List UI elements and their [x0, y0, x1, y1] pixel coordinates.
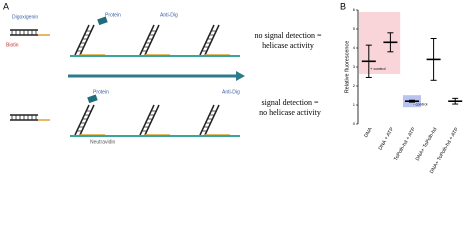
outcome: signal detection = [262, 98, 319, 107]
panel-a: A Digoxigenin Biotin Protein Protein Ant… [3, 1, 322, 145]
label: Digoxigenin [12, 14, 38, 20]
label: Protein [105, 12, 121, 18]
protein [97, 16, 108, 26]
label: Biotin [6, 42, 19, 48]
figure: A Digoxigenin Biotin Protein Protein Ant… [3, 1, 463, 175]
label: Neutravidin [90, 139, 116, 145]
outcome: helicase activity [262, 41, 314, 50]
x-tick-label: ToPolh-hd + ATP [393, 126, 417, 162]
y-tick-label: 3 [353, 64, 356, 69]
x-tick-label: DNA+ ToPolh-hd [415, 126, 439, 161]
panel-b: B + control - control 0 1 2 3 4 5 6 Relative fluo… [340, 1, 463, 175]
protein [87, 94, 98, 104]
dna-fork [74, 24, 106, 56]
dna-fork [74, 104, 106, 136]
y-tick-label: 5 [353, 26, 356, 31]
label: Protein [93, 89, 109, 95]
y-axis-label: Relative fluorescence [344, 41, 350, 94]
surface [70, 55, 240, 137]
panel-label: B [340, 1, 346, 11]
dna-fork [199, 104, 231, 136]
label: Anti-Dig [222, 89, 240, 95]
dna-fork [139, 24, 171, 56]
label: Anti-Dig [160, 12, 178, 18]
dna [9, 114, 51, 121]
y-tick-label: 2 [353, 83, 356, 88]
y-tick-label: 0 [353, 121, 356, 126]
dna-fork [199, 24, 231, 56]
outcome: no helicase activity [259, 108, 321, 117]
panel-label: A [3, 1, 9, 11]
arrow-head [236, 71, 245, 81]
annotation: - control [413, 101, 428, 106]
dna [9, 29, 51, 36]
y-tick-label: 4 [353, 45, 356, 50]
y-tick-label: 1 [353, 102, 356, 107]
x-tick-label: DNA [363, 126, 374, 139]
dna-fork [139, 104, 171, 136]
x-tick-label: DNA + ATP [378, 126, 396, 151]
y-tick-label: 6 [353, 7, 356, 12]
annotation: + control [370, 66, 386, 71]
outcome: no signal detection = [255, 31, 322, 40]
